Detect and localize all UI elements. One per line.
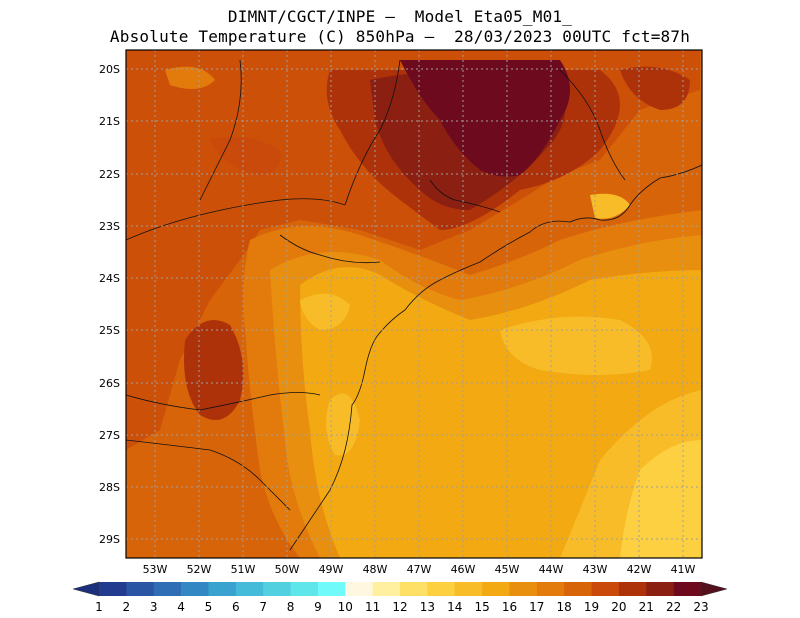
lon-label: 50W <box>275 563 300 576</box>
colorbar-label: 18 <box>557 600 572 614</box>
colorbar-swatch <box>317 582 346 596</box>
colorbar-label: 10 <box>338 600 353 614</box>
colorbar-label: 3 <box>150 600 158 614</box>
colorbar-label: 7 <box>259 600 267 614</box>
lon-label: 41W <box>671 563 696 576</box>
lon-label: 46W <box>451 563 476 576</box>
colorbar-label: 4 <box>177 600 185 614</box>
colorbar-swatch <box>482 582 510 596</box>
colorbar-swatch <box>591 582 620 596</box>
lon-label: 49W <box>319 563 344 576</box>
lat-label: 24S <box>99 272 120 285</box>
colorbar: 1 2 3 4 5 6 7 8 9 10 11 12 13 14 15 16 17 18 19 20 21 22 23 <box>72 581 728 614</box>
lat-label: 29S <box>99 533 120 546</box>
colorbar-label: 16 <box>502 600 517 614</box>
colorbar-swatch <box>564 582 592 596</box>
colorbar-label: 1 <box>95 600 103 614</box>
graticule <box>126 50 702 558</box>
colorbar-swatch <box>99 582 127 596</box>
lon-label: 43W <box>583 563 608 576</box>
colorbar-swatch <box>427 582 456 596</box>
colorbar-label: 8 <box>287 600 295 614</box>
lon-label: 53W <box>143 563 168 576</box>
colorbar-label: 17 <box>529 600 544 614</box>
lon-label: 47W <box>407 563 432 576</box>
colorbar-label: 11 <box>365 600 380 614</box>
colorbar-swatch <box>400 582 428 596</box>
plot-frame <box>125 49 703 559</box>
colorbar-arrow-high <box>700 581 728 597</box>
colorbar-swatch <box>509 582 538 596</box>
colorbar-label: 13 <box>420 600 435 614</box>
colorbar-label: 2 <box>123 600 131 614</box>
longitude-axis: 53W 52W 51W 50W 49W 48W 47W 46W 45W 44W … <box>143 563 696 576</box>
colorbar-swatch <box>290 582 319 596</box>
colorbar-swatch <box>345 582 373 596</box>
lat-label: 22S <box>99 168 120 181</box>
colorbar-label: 21 <box>639 600 654 614</box>
colorbar-label: 19 <box>584 600 599 614</box>
colorbar-label: 23 <box>693 600 708 614</box>
colorbar-swatch <box>454 582 483 596</box>
title-line-2: Absolute Temperature (C) 850hPa – 28/03/… <box>109 27 691 46</box>
lon-label: 42W <box>627 563 652 576</box>
lat-label: 25S <box>99 324 120 337</box>
colorbar-label: 14 <box>447 600 462 614</box>
colorbar-label: 9 <box>314 600 322 614</box>
colorbar-swatch <box>126 582 155 596</box>
lat-label: 27S <box>99 429 120 442</box>
lon-label: 52W <box>187 563 212 576</box>
lon-label: 45W <box>495 563 520 576</box>
lat-label: 21S <box>99 115 120 128</box>
colorbar-label: 22 <box>666 600 681 614</box>
colorbar-label: 15 <box>474 600 489 614</box>
colorbar-label: 6 <box>232 600 240 614</box>
lon-label: 44W <box>539 563 564 576</box>
lon-label: 48W <box>363 563 388 576</box>
colorbar-swatch <box>536 582 565 596</box>
colorbar-swatch <box>673 582 702 596</box>
colorbar-swatch <box>372 582 401 596</box>
colorbar-swatch <box>646 582 674 596</box>
colorbar-swatch <box>618 582 647 596</box>
colorbar-label: 5 <box>205 600 213 614</box>
colorbar-swatch <box>181 582 209 596</box>
lat-label: 23S <box>99 220 120 233</box>
colorbar-swatch <box>208 582 237 596</box>
colorbar-label: 12 <box>392 600 407 614</box>
colorbar-swatch <box>153 582 182 596</box>
lon-label: 51W <box>231 563 256 576</box>
colorbar-label: 20 <box>611 600 626 614</box>
latitude-axis: 20S 21S 22S 23S 24S 25S 26S 27S 28S 29S <box>99 63 120 546</box>
colorbar-arrow-low <box>72 581 100 597</box>
colorbar-swatch <box>235 582 264 596</box>
lat-label: 20S <box>99 63 120 76</box>
lat-label: 28S <box>99 481 120 494</box>
colorbar-swatch <box>263 582 291 596</box>
title-line-1: DIMNT/CGCT/INPE – Model Eta05_M01_ <box>227 7 573 26</box>
lat-label: 26S <box>99 377 120 390</box>
temperature-field <box>126 50 702 558</box>
